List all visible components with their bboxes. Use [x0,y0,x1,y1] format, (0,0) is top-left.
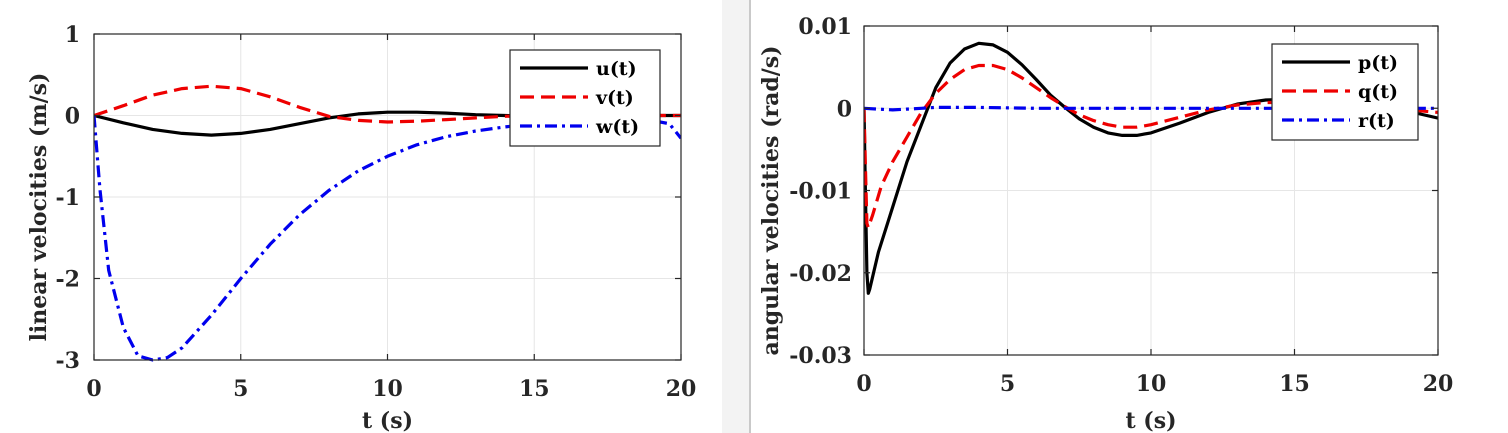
y-tick-label: 0 [837,96,852,122]
y-tick-label: -0.03 [789,343,852,369]
y-tick-label: 1 [65,22,80,48]
x-axis-label: t (s) [1125,408,1176,433]
x-tick-label: 15 [1279,371,1310,397]
y-axis-label: angular velocities (rad/s) [758,45,784,355]
legend-label-0: u(t) [596,58,637,80]
x-tick-label: 20 [1423,371,1454,397]
x-tick-label: 20 [666,376,697,402]
y-tick-label: -2 [56,267,80,293]
legend: u(t) v(t) w(t) [509,49,661,147]
x-tick-label: 10 [1136,371,1167,397]
legend: p(t) q(t) r(t) [1271,43,1419,141]
y-tick-label: 0 [65,104,80,130]
y-tick-label: 0.01 [798,14,852,40]
y-tick-label: -1 [56,185,80,211]
y-axis-label: linear velocities (m/s) [26,73,52,342]
legend-label-1: q(t) [1358,81,1398,103]
y-tick-label: -0.01 [789,179,852,205]
x-tick-label: 10 [372,376,403,402]
legend-label-0: p(t) [1358,52,1398,74]
x-tick-label: 0 [86,376,101,402]
x-tick-label: 0 [856,371,871,397]
pane-divider [722,0,750,433]
x-axis-label: t (s) [362,408,413,433]
chart-angular-velocities: 0 5 10 15 20 0.01 0 -0.01 -0.02 -0.03 t (s) angular… [758,14,1453,433]
series-line-1 [94,84,681,124]
x-tick-label: 5 [233,376,248,402]
legend-label-2: w(t) [595,116,639,138]
y-tick-label: -0.02 [789,261,852,287]
legend-label-1: v(t) [595,87,634,109]
y-tick-label: -3 [56,348,80,374]
x-tick-label: 15 [519,376,550,402]
x-tick-label: 5 [1000,371,1015,397]
legend-label-2: r(t) [1358,110,1395,132]
